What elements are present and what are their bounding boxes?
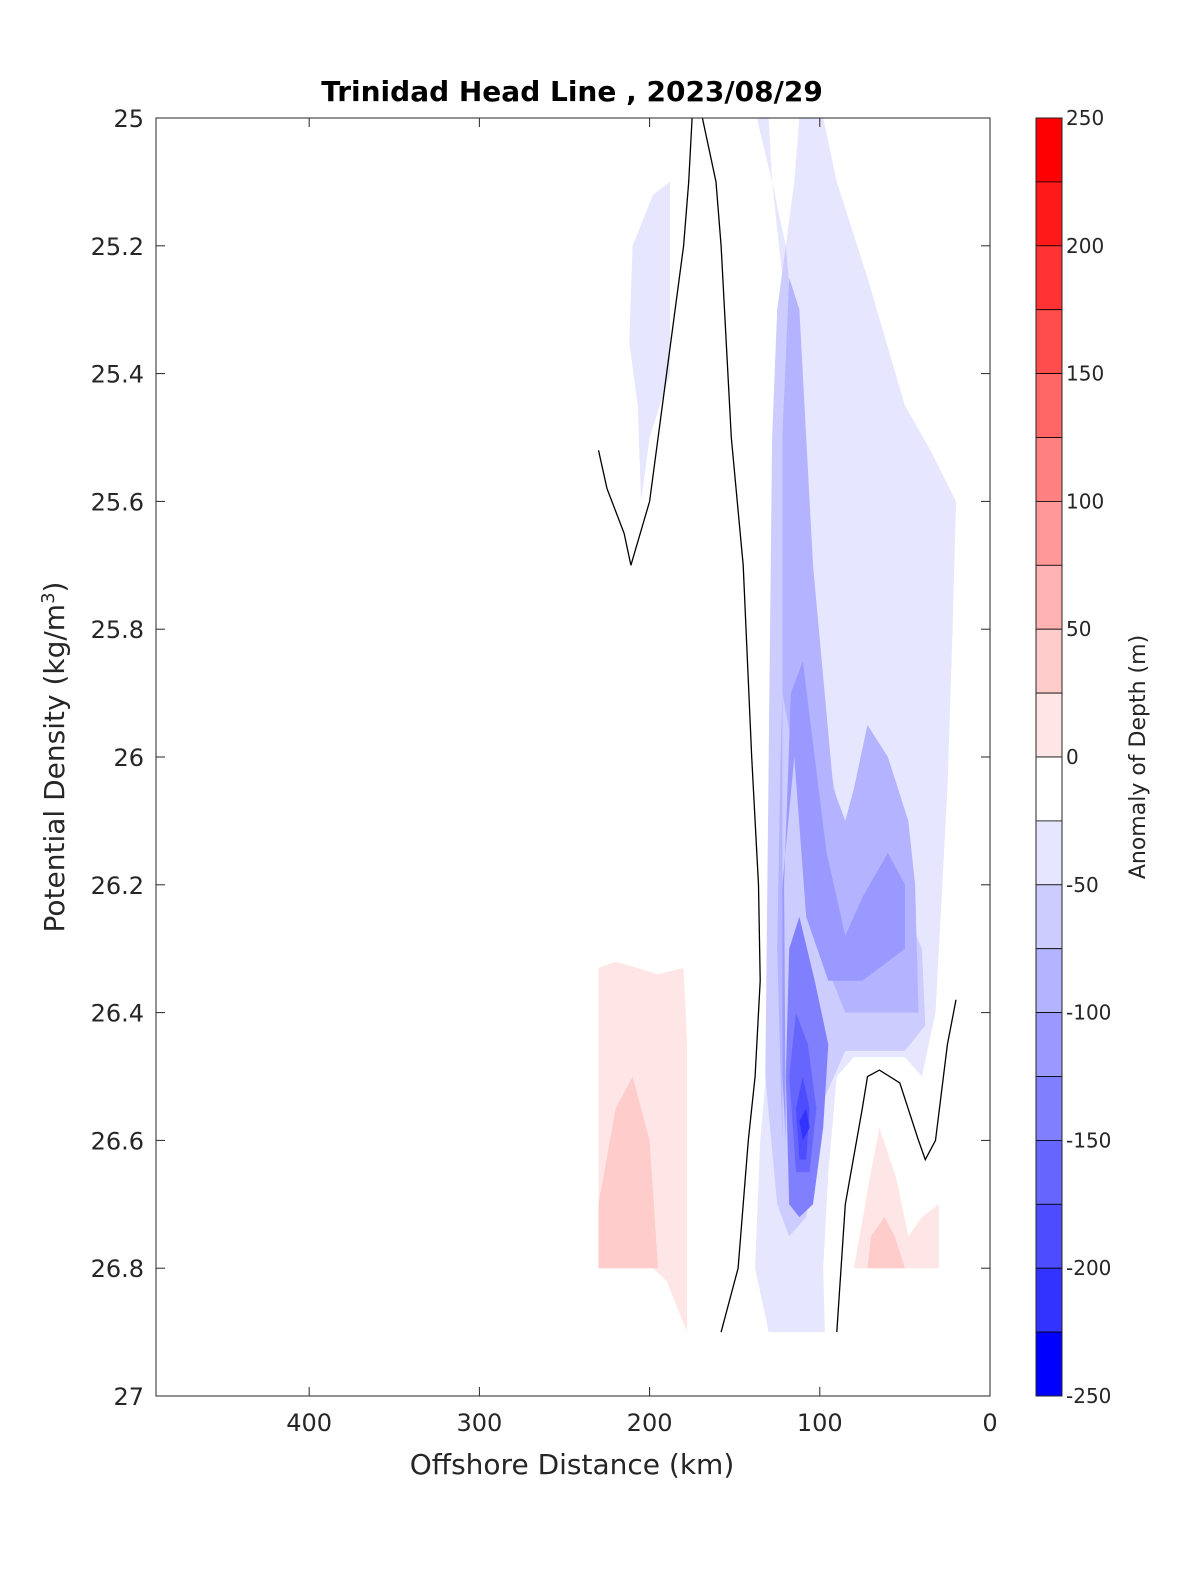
y-tick-label: 25.8 — [91, 616, 144, 644]
colorbar-swatch — [1035, 1267, 1063, 1333]
y-axis-title-close: ) — [38, 582, 71, 593]
x-tick-label: 300 — [456, 1409, 502, 1437]
x-tick-label: 200 — [627, 1409, 673, 1437]
colorbar-swatch — [1035, 820, 1063, 886]
y-tick-label: 26 — [113, 744, 144, 772]
y-tick-label: 27 — [113, 1383, 144, 1411]
colorbar-swatch — [1035, 500, 1063, 566]
y-tick-label: 25.6 — [91, 488, 144, 516]
y-tick-label: 26.4 — [91, 1000, 144, 1028]
colorbar-swatch — [1035, 117, 1063, 183]
colorbar-ticks: 250 200 150 100 50 0 -50 -100 -150 -200 -250 — [1066, 106, 1111, 1408]
colorbar-tick-label: -200 — [1066, 1256, 1111, 1280]
colorbar-tick-label: 100 — [1066, 489, 1104, 513]
y-axis-title-superscript: 3 — [38, 592, 59, 603]
zero-contour-line-1 — [597, 118, 693, 566]
y-axis-title-main: Potential Density (kg/m — [38, 604, 71, 933]
y-tick-label: 26.2 — [91, 872, 144, 900]
colorbar-title: Anomaly of Depth (m) — [1126, 635, 1151, 879]
y-axis-ticks: 25 25.2 25.4 25.6 25.8 26 26.2 26.4 26.6 26.8 27 — [91, 105, 990, 1411]
contour-region-12 — [867, 1217, 905, 1269]
colorbar — [1035, 117, 1063, 1397]
colorbar-swatch — [1035, 692, 1063, 758]
x-tick-label: 400 — [286, 1409, 332, 1437]
colorbar-swatch — [1035, 1140, 1063, 1205]
colorbar-tick-label: -100 — [1066, 1001, 1111, 1025]
colorbar-swatch — [1035, 245, 1063, 311]
colorbar-swatch — [1035, 948, 1063, 1014]
zero-contour-line-2 — [836, 999, 957, 1333]
x-axis-title: Offshore Distance (km) — [410, 1448, 735, 1481]
colorbar-tick-label: 150 — [1066, 362, 1104, 386]
y-tick-label: 25.4 — [91, 361, 144, 389]
colorbar-tick-label: -150 — [1066, 1128, 1111, 1152]
colorbar-swatch — [1035, 564, 1063, 630]
colorbar-swatch — [1035, 756, 1063, 822]
contour-region-4 — [782, 661, 905, 1141]
colorbar-swatch — [1035, 181, 1063, 247]
colorbar-tick-label: 200 — [1066, 234, 1104, 258]
colorbar-swatch — [1035, 1203, 1063, 1269]
x-axis-ticks: 400 300 200 100 0 — [286, 118, 998, 1437]
zero-contour-lines — [597, 118, 957, 1333]
contour-region-8 — [799, 1108, 810, 1141]
zero-contour-line-0 — [701, 118, 761, 1333]
y-tick-label: 26.8 — [91, 1255, 144, 1283]
y-tick-label: 25 — [113, 105, 144, 133]
colorbar-swatch — [1035, 628, 1063, 694]
filled-contours — [598, 118, 956, 1333]
contour-region-1 — [629, 181, 670, 502]
y-tick-label: 26.6 — [91, 1127, 144, 1155]
chart-title: Trinidad Head Line , 2023/08/29 — [321, 75, 823, 108]
colorbar-tick-label: -250 — [1066, 1384, 1111, 1408]
colorbar-tick-label: 50 — [1066, 617, 1091, 641]
y-axis-title: Potential Density (kg/m3) — [38, 582, 72, 933]
x-tick-label: 0 — [982, 1409, 997, 1437]
colorbar-tick-label: 250 — [1066, 106, 1104, 130]
colorbar-tick-label: 0 — [1066, 745, 1079, 769]
colorbar-tick-label: -50 — [1066, 873, 1099, 897]
colorbar-swatch — [1035, 1012, 1063, 1077]
y-tick-label: 25.2 — [91, 233, 144, 261]
colorbar-swatch — [1035, 884, 1063, 950]
colorbar-frame — [1035, 117, 1063, 1397]
colorbar-swatch — [1035, 437, 1063, 502]
colorbar-swatch — [1035, 1331, 1063, 1397]
colorbar-swatch — [1035, 373, 1063, 438]
colorbar-swatch — [1035, 1076, 1063, 1141]
contour-region-10 — [598, 1076, 659, 1269]
x-tick-label: 100 — [797, 1409, 843, 1437]
colorbar-swatch — [1035, 309, 1063, 375]
